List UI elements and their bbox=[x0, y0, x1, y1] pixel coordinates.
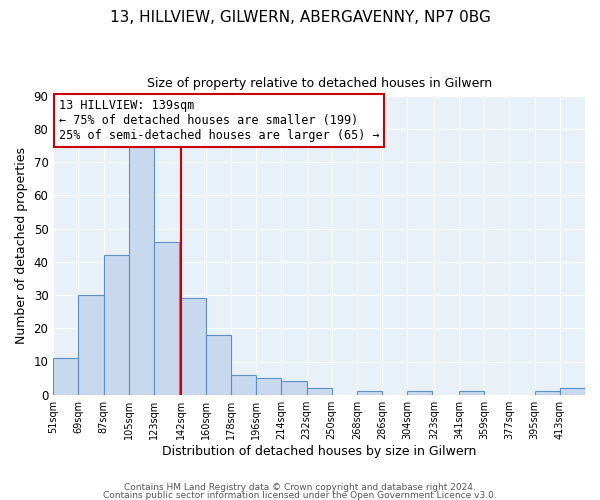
Bar bbox=[560, 388, 585, 394]
Bar bbox=[535, 392, 560, 394]
Title: Size of property relative to detached houses in Gilwern: Size of property relative to detached ho… bbox=[146, 78, 492, 90]
Bar bbox=[357, 392, 382, 394]
Text: Contains public sector information licensed under the Open Government Licence v3: Contains public sector information licen… bbox=[103, 490, 497, 500]
Bar bbox=[104, 255, 129, 394]
Text: 13, HILLVIEW, GILWERN, ABERGAVENNY, NP7 0BG: 13, HILLVIEW, GILWERN, ABERGAVENNY, NP7 … bbox=[110, 10, 490, 25]
Bar bbox=[407, 392, 433, 394]
Bar bbox=[206, 335, 231, 394]
Bar bbox=[307, 388, 332, 394]
Bar bbox=[231, 375, 256, 394]
X-axis label: Distribution of detached houses by size in Gilwern: Distribution of detached houses by size … bbox=[162, 444, 476, 458]
Bar bbox=[154, 242, 179, 394]
Bar bbox=[256, 378, 281, 394]
Text: 13 HILLVIEW: 139sqm
← 75% of detached houses are smaller (199)
25% of semi-detac: 13 HILLVIEW: 139sqm ← 75% of detached ho… bbox=[59, 99, 379, 142]
Bar bbox=[459, 392, 484, 394]
Bar bbox=[181, 298, 206, 394]
Y-axis label: Number of detached properties: Number of detached properties bbox=[15, 147, 28, 344]
Text: Contains HM Land Registry data © Crown copyright and database right 2024.: Contains HM Land Registry data © Crown c… bbox=[124, 484, 476, 492]
Bar bbox=[79, 295, 104, 394]
Bar bbox=[281, 382, 307, 394]
Bar bbox=[129, 146, 154, 394]
Bar bbox=[53, 358, 79, 395]
